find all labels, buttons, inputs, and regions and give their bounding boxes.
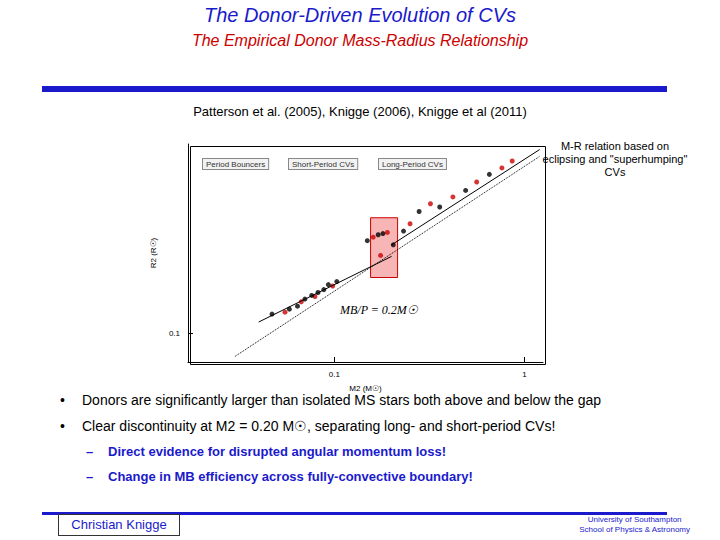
svg-text:R2 (R☉): R2 (R☉) (149, 237, 158, 268)
svg-text:M2 (M☉): M2 (M☉) (349, 384, 382, 393)
svg-text:Long-Period CVs: Long-Period CVs (382, 160, 443, 169)
html-text:M-R relation based on eclipsin: M-R relation based on eclipsing and "sup… (542, 140, 688, 178)
html-text:Change in MB efficiency across: Change in MB efficiency across fully-con… (108, 469, 473, 484)
html-text:School of Physics & Astronomy: School of Physics & Astronomy (579, 525, 690, 534)
svg-text:0.1: 0.1 (169, 329, 181, 338)
html-text:Clear discontinuity at M2 = 0.: Clear discontinuity at M2 = 0.20 M☉, sep… (82, 418, 556, 434)
html-text:Patterson et al. (2005), Knigg: Patterson et al. (2005), Knigge (2006), … (193, 104, 527, 119)
svg-text:0.1: 0.1 (329, 370, 341, 379)
html-text:University of Southampton: University of Southampton (587, 515, 682, 524)
svg-text:MB/P = 0.2M☉: MB/P = 0.2M☉ (339, 303, 419, 317)
svg-text:Short-Period CVs: Short-Period CVs (292, 160, 354, 169)
html-text:The Empirical Donor Mass-Radiu: The Empirical Donor Mass-Radius Relation… (191, 32, 529, 49)
html-text:The Donor-Driven Evolution of: The Donor-Driven Evolution of CVs (204, 4, 516, 26)
html-text:Christian Knigge: Christian Knigge (71, 517, 167, 532)
html-text:Direct evidence for disrupted: Direct evidence for disrupted angular mo… (108, 444, 447, 459)
svg-text:Period Bouncers: Period Bouncers (206, 160, 265, 169)
html-text:Donors are significantly large: Donors are significantly larger than iso… (82, 392, 602, 408)
svg-text:1: 1 (522, 370, 527, 379)
